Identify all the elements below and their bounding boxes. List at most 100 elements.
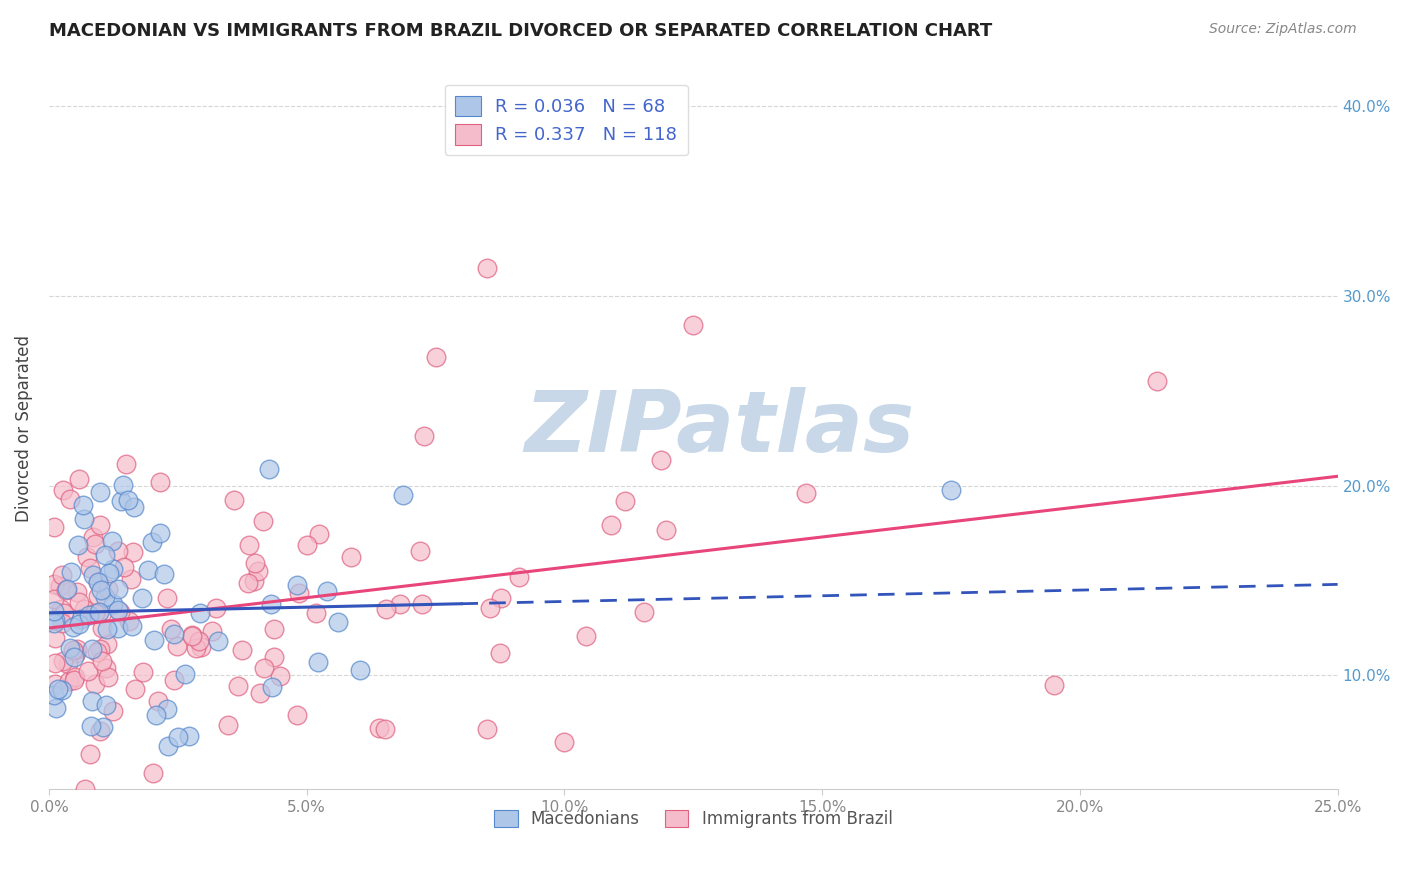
Point — [374, 722, 396, 736]
Point — [94, 548, 117, 562]
Point — [228, 680, 250, 694]
Point — [184, 641, 207, 656]
Point — [238, 576, 260, 591]
Point — [49, 579, 72, 593]
Point — [181, 628, 204, 642]
Point — [65, 670, 87, 684]
Point — [53, 606, 76, 620]
Point — [66, 642, 89, 657]
Point — [49, 602, 72, 616]
Point — [107, 582, 129, 596]
Point — [67, 594, 90, 608]
Point — [224, 492, 246, 507]
Point — [132, 665, 155, 679]
Point — [1043, 678, 1066, 692]
Point — [287, 586, 309, 600]
Point — [89, 517, 111, 532]
Point — [42, 519, 65, 533]
Point — [56, 657, 79, 671]
Point — [142, 766, 165, 780]
Point — [86, 574, 108, 589]
Point — [249, 686, 271, 700]
Point — [59, 492, 82, 507]
Point — [425, 350, 447, 364]
Point — [131, 591, 153, 605]
Point — [411, 597, 433, 611]
Point — [124, 681, 146, 696]
Point — [238, 538, 260, 552]
Point — [42, 604, 65, 618]
Point — [80, 641, 103, 656]
Point — [96, 637, 118, 651]
Point — [375, 602, 398, 616]
Point — [148, 526, 170, 541]
Point — [103, 562, 125, 576]
Point — [575, 629, 598, 643]
Point — [97, 582, 120, 596]
Point — [44, 631, 66, 645]
Point — [90, 621, 112, 635]
Point — [340, 549, 363, 564]
Point — [156, 702, 179, 716]
Point — [87, 590, 110, 604]
Point — [112, 560, 135, 574]
Point — [633, 605, 655, 619]
Point — [62, 642, 84, 657]
Point — [51, 568, 73, 582]
Point — [110, 494, 132, 508]
Point — [121, 619, 143, 633]
Point — [156, 591, 179, 606]
Point — [84, 677, 107, 691]
Point — [94, 698, 117, 712]
Point — [46, 682, 69, 697]
Point — [42, 616, 65, 631]
Point — [44, 614, 66, 628]
Point — [478, 600, 501, 615]
Point — [52, 654, 75, 668]
Point — [231, 643, 253, 657]
Point — [66, 585, 89, 599]
Point — [349, 663, 371, 677]
Point — [285, 708, 308, 723]
Point — [201, 624, 224, 639]
Point — [91, 720, 114, 734]
Point — [295, 538, 318, 552]
Point — [187, 634, 209, 648]
Point — [163, 673, 186, 688]
Point — [66, 538, 89, 552]
Point — [51, 615, 73, 630]
Point — [72, 498, 94, 512]
Point — [94, 590, 117, 604]
Point — [94, 661, 117, 675]
Point — [107, 621, 129, 635]
Point — [247, 564, 270, 578]
Point — [388, 597, 411, 611]
Point — [77, 664, 100, 678]
Point — [91, 606, 114, 620]
Point — [82, 530, 104, 544]
Point — [409, 543, 432, 558]
Point — [207, 634, 229, 648]
Point — [89, 724, 111, 739]
Point — [100, 534, 122, 549]
Y-axis label: Divorced or Separated: Divorced or Separated — [15, 335, 32, 523]
Point — [285, 578, 308, 592]
Point — [180, 629, 202, 643]
Point — [166, 731, 188, 745]
Point — [44, 656, 66, 670]
Point — [63, 650, 86, 665]
Point — [307, 655, 329, 669]
Point — [108, 606, 131, 620]
Point — [682, 318, 704, 332]
Point — [83, 607, 105, 621]
Point — [475, 260, 498, 275]
Point — [84, 537, 107, 551]
Point — [146, 693, 169, 707]
Point — [305, 607, 328, 621]
Point — [51, 683, 73, 698]
Point — [205, 601, 228, 615]
Point — [117, 492, 139, 507]
Point — [491, 591, 513, 605]
Point — [1146, 375, 1168, 389]
Point — [145, 708, 167, 723]
